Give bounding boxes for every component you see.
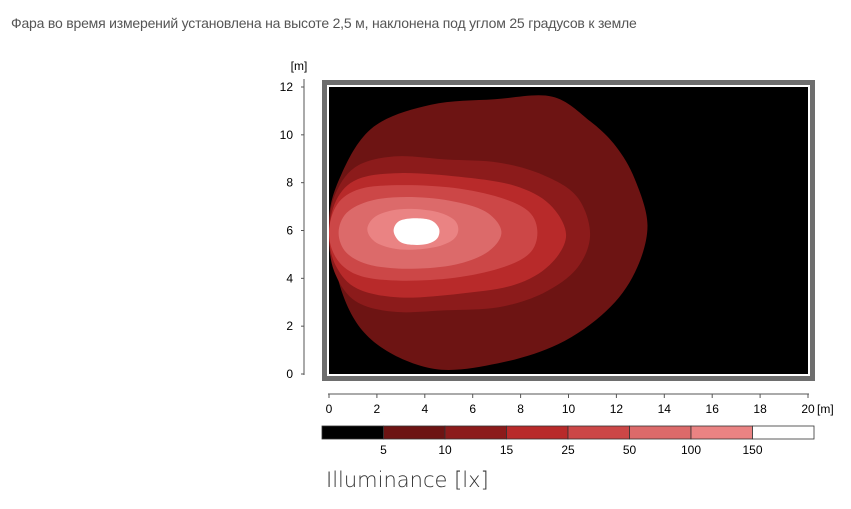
legend-swatch-2 — [444, 425, 507, 440]
contour-regions — [329, 95, 648, 370]
y-tick-label-2: 2 — [286, 319, 293, 333]
legend-swatch-7 — [752, 425, 815, 440]
x-tick-label-18: 18 — [753, 402, 767, 416]
x-tick-label-20: 20 — [801, 402, 815, 416]
x-tick-label-6: 6 — [469, 402, 476, 416]
y-tick-label-8: 8 — [286, 176, 293, 190]
x-tick-label-4: 4 — [421, 402, 428, 416]
x-tick-label-16: 16 — [706, 402, 720, 416]
legend-swatch-5 — [629, 425, 692, 440]
x-tick-label-2: 2 — [374, 402, 381, 416]
x-tick-label-10: 10 — [562, 402, 576, 416]
y-tick-label-6: 6 — [286, 224, 293, 238]
contour-layer — [329, 95, 648, 370]
x-tick-label-0: 0 — [326, 402, 333, 416]
legend-swatch-1 — [383, 425, 446, 440]
chart-caption: Фара во время измерений установлена на в… — [11, 15, 637, 31]
legend-label-10: 10 — [438, 443, 452, 457]
x-axis-unit-label: [m] — [817, 402, 834, 416]
legend-swatch-6 — [690, 425, 753, 440]
legend-swatch-4 — [567, 425, 630, 440]
legend-label-150: 150 — [742, 443, 762, 457]
contour-region-150 — [393, 218, 440, 245]
x-tick-label-8: 8 — [517, 402, 524, 416]
legend-label-15: 15 — [500, 443, 514, 457]
legend-swatch-3 — [506, 425, 569, 440]
legend-swatch-0 — [321, 425, 384, 440]
y-tick-label-0: 0 — [286, 367, 293, 381]
x-tick-label-14: 14 — [658, 402, 672, 416]
legend-label-100: 100 — [681, 443, 701, 457]
legend-label-50: 50 — [623, 443, 637, 457]
y-tick-label-12: 12 — [280, 80, 294, 94]
y-tick-label-4: 4 — [286, 271, 293, 285]
y-axis-unit-label: [m] — [291, 59, 308, 73]
y-tick-label-10: 10 — [280, 128, 294, 142]
legend-label-25: 25 — [561, 443, 575, 457]
color-legend: 5 10 15 25 50 100 150 — [321, 425, 815, 457]
x-tick-label-12: 12 — [610, 402, 624, 416]
legend-label-5: 5 — [380, 443, 387, 457]
legend-title: Illuminance [lx] — [326, 468, 489, 492]
